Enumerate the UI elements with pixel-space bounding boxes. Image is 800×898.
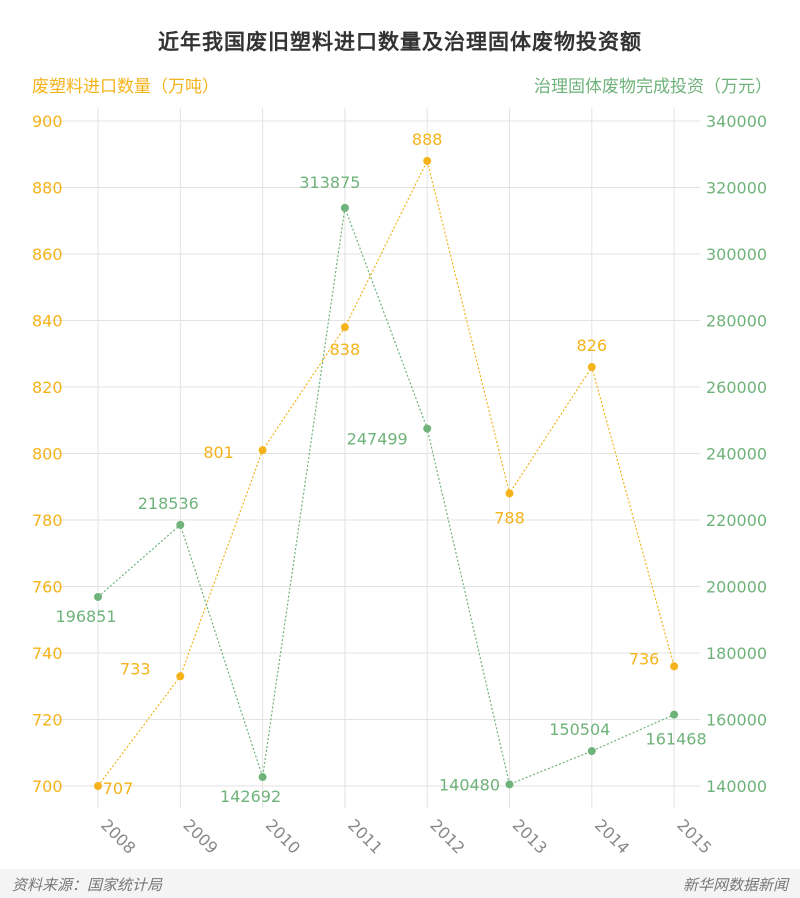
right-tick-label: 340000 [706,112,767,131]
data-label: 801 [203,443,234,462]
right-tick-label: 280000 [706,312,767,331]
data-point [670,710,679,719]
chart-title: 近年我国废旧塑料进口数量及治理固体废物投资额 [158,30,642,54]
data-label: 736 [629,649,660,668]
x-tick-label: 2011 [344,815,386,857]
data-label: 888 [412,130,443,149]
right-tick-label: 200000 [706,578,767,597]
data-label: 150504 [549,720,610,739]
data-label: 140480 [439,775,500,794]
data-point [258,773,267,782]
left-tick-label: 700 [32,777,63,796]
x-tick-label: 2013 [509,815,551,857]
data-point [340,203,349,212]
right-tick-label: 240000 [706,445,767,464]
right-tick-label: 140000 [706,777,767,796]
data-point [340,323,349,332]
left-tick-label: 780 [32,511,63,530]
data-point [423,156,432,165]
right-tick-label: 300000 [706,245,767,264]
left-tick-label: 720 [32,711,63,730]
left-tick-label: 840 [32,312,63,331]
left-tick-label: 900 [32,112,63,131]
data-label: 142692 [220,787,281,806]
data-label: 707 [103,779,134,798]
x-tick-label: 2008 [97,815,139,857]
source-note: 资料来源：国家统计局 [12,876,163,894]
left-tick-label: 740 [32,644,63,663]
data-label: 788 [494,508,525,527]
series-line-2 [97,207,675,786]
x-tick-label: 2009 [179,815,221,857]
data-point [505,489,514,498]
data-label: 313875 [299,173,360,192]
data-point [587,363,596,372]
x-tick-label: 2015 [673,815,715,857]
data-label: 838 [330,340,361,359]
footer-bar: 资料来源：国家统计局 新华网数据新闻 [0,869,800,898]
data-label: 733 [120,659,151,678]
right-tick-label: 160000 [706,711,767,730]
left-tick-label: 760 [32,578,63,597]
left-tick-label: 820 [32,378,63,397]
data-point [670,662,679,671]
left-axis-label: 废塑料进口数量（万吨） [32,77,219,97]
dual-axis-line-chart: 700 720 740 760 780 800 820 840 860 880 900 140000 1… [32,108,767,858]
data-label: 247499 [347,430,408,449]
right-tick-label: 320000 [706,179,767,198]
data-label: 826 [577,336,608,355]
data-point [94,782,102,790]
right-tick-label: 180000 [706,644,767,663]
data-label: 161468 [646,730,707,749]
x-tick-label: 2010 [262,815,304,857]
left-tick-label: 860 [32,245,63,264]
data-point [176,672,185,681]
left-tick-label: 880 [32,179,63,198]
data-point [505,780,514,789]
series-line-1 [97,159,675,787]
right-tick-label: 220000 [706,511,767,530]
x-tick-label: 2012 [426,815,468,857]
right-tick-label: 260000 [706,378,767,397]
right-axis-label: 治理固体废物完成投资（万元） [534,77,772,97]
x-tick-label: 2014 [591,815,633,857]
left-tick-label: 800 [32,445,63,464]
brand-note: 新华网数据新闻 [682,876,788,894]
data-point [423,424,432,433]
data-point [258,446,267,455]
data-label: 196851 [55,607,116,626]
data-label: 218536 [138,494,199,513]
data-point [587,747,596,756]
data-point [94,592,102,601]
data-point [176,520,185,529]
